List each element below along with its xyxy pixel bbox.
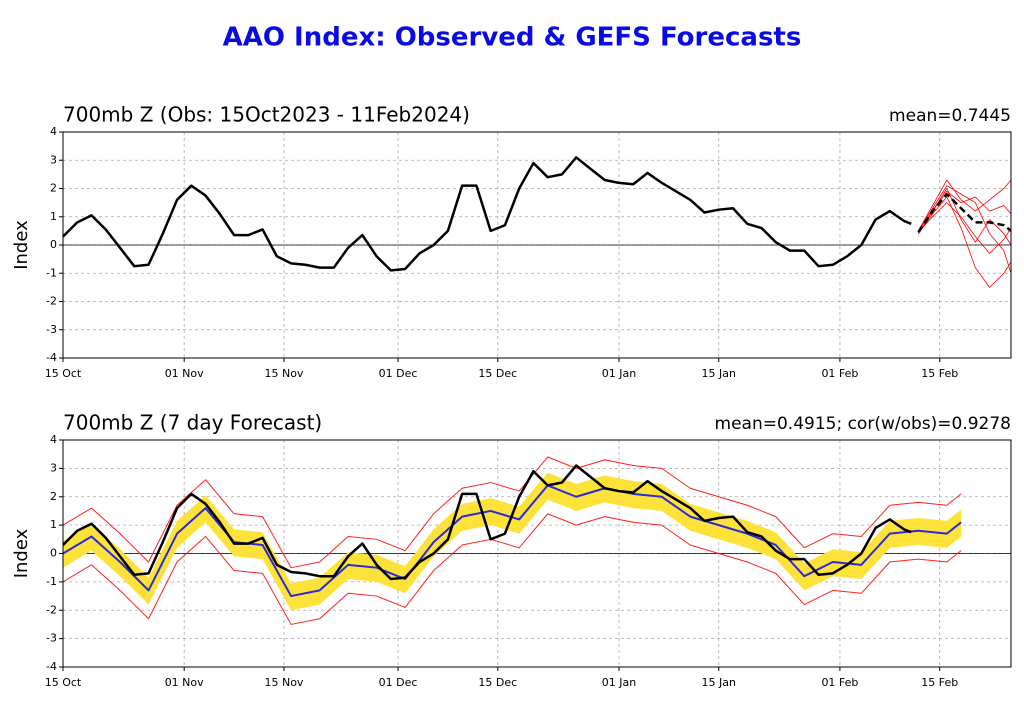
x-tick-label: 15 Feb bbox=[921, 676, 958, 689]
x-tick-label: 01 Dec bbox=[379, 676, 418, 689]
y-tick-label: -3 bbox=[46, 632, 57, 645]
y-tick-label: 0 bbox=[50, 238, 57, 251]
y-tick-label: 1 bbox=[50, 210, 57, 223]
y-tick-label: 0 bbox=[50, 547, 57, 560]
series-line bbox=[917, 188, 1011, 246]
panel-title: 700mb Z (Obs: 15Oct2023 - 11Feb2024) bbox=[63, 103, 470, 127]
y-tick-label: 1 bbox=[50, 518, 57, 531]
series-line bbox=[917, 179, 1011, 232]
y-tick-label: 2 bbox=[50, 490, 57, 503]
x-tick-label: 01 Jan bbox=[602, 367, 636, 380]
x-tick-label: 01 Nov bbox=[165, 676, 204, 689]
y-tick-label: -1 bbox=[46, 266, 57, 279]
x-tick-label: 15 Jan bbox=[702, 367, 736, 380]
y-tick-label: -2 bbox=[46, 603, 57, 616]
y-tick-label: 2 bbox=[50, 182, 57, 195]
y-axis-label: Index bbox=[11, 220, 32, 270]
y-tick-label: -3 bbox=[46, 323, 57, 336]
x-tick-label: 15 Oct bbox=[45, 367, 82, 380]
x-tick-label: 01 Feb bbox=[821, 367, 858, 380]
x-tick-label: 15 Dec bbox=[478, 676, 517, 689]
x-tick-label: 15 Nov bbox=[264, 367, 303, 380]
x-tick-label: 15 Oct bbox=[45, 676, 82, 689]
y-tick-label: -1 bbox=[46, 575, 57, 588]
y-axis-label: Index bbox=[11, 528, 32, 578]
panel-annotation: mean=0.4915; cor(w/obs)=0.9278 bbox=[715, 414, 1011, 434]
series-line bbox=[917, 185, 1011, 274]
plot-frame bbox=[62, 439, 1012, 668]
x-tick-label: 15 Jan bbox=[702, 676, 736, 689]
panel-title: 700mb Z (7 day Forecast) bbox=[63, 411, 322, 435]
y-tick-label: 4 bbox=[50, 125, 57, 138]
x-tick-label: 15 Feb bbox=[921, 367, 958, 380]
x-tick-label: 01 Nov bbox=[165, 367, 204, 380]
series-line bbox=[63, 484, 962, 598]
plot-frame bbox=[62, 131, 1012, 359]
y-tick-label: -2 bbox=[46, 295, 57, 308]
y-tick-label: 3 bbox=[50, 461, 57, 474]
figure-title: AAO Index: Observed & GEFS Forecasts bbox=[223, 23, 802, 53]
series-line bbox=[63, 464, 912, 581]
plot-area bbox=[63, 156, 1011, 288]
series-line bbox=[63, 513, 962, 625]
y-tick-label: -4 bbox=[46, 351, 57, 364]
x-tick-label: 01 Feb bbox=[821, 676, 858, 689]
series-line bbox=[63, 456, 962, 569]
series-line bbox=[918, 196, 1011, 288]
y-tick-label: 3 bbox=[50, 153, 57, 166]
x-tick-label: 15 Dec bbox=[478, 367, 517, 380]
y-tick-label: 4 bbox=[50, 433, 57, 446]
panel-annotation: mean=0.7445 bbox=[889, 106, 1011, 126]
series-line bbox=[917, 192, 1011, 233]
x-tick-label: 15 Nov bbox=[264, 676, 303, 689]
series-line bbox=[918, 202, 1011, 254]
x-tick-label: 01 Dec bbox=[379, 367, 418, 380]
spread-band bbox=[63, 472, 962, 611]
series-line bbox=[63, 156, 912, 272]
plot-area bbox=[63, 456, 1011, 625]
x-tick-label: 01 Jan bbox=[602, 676, 636, 689]
y-tick-label: -4 bbox=[46, 660, 57, 673]
